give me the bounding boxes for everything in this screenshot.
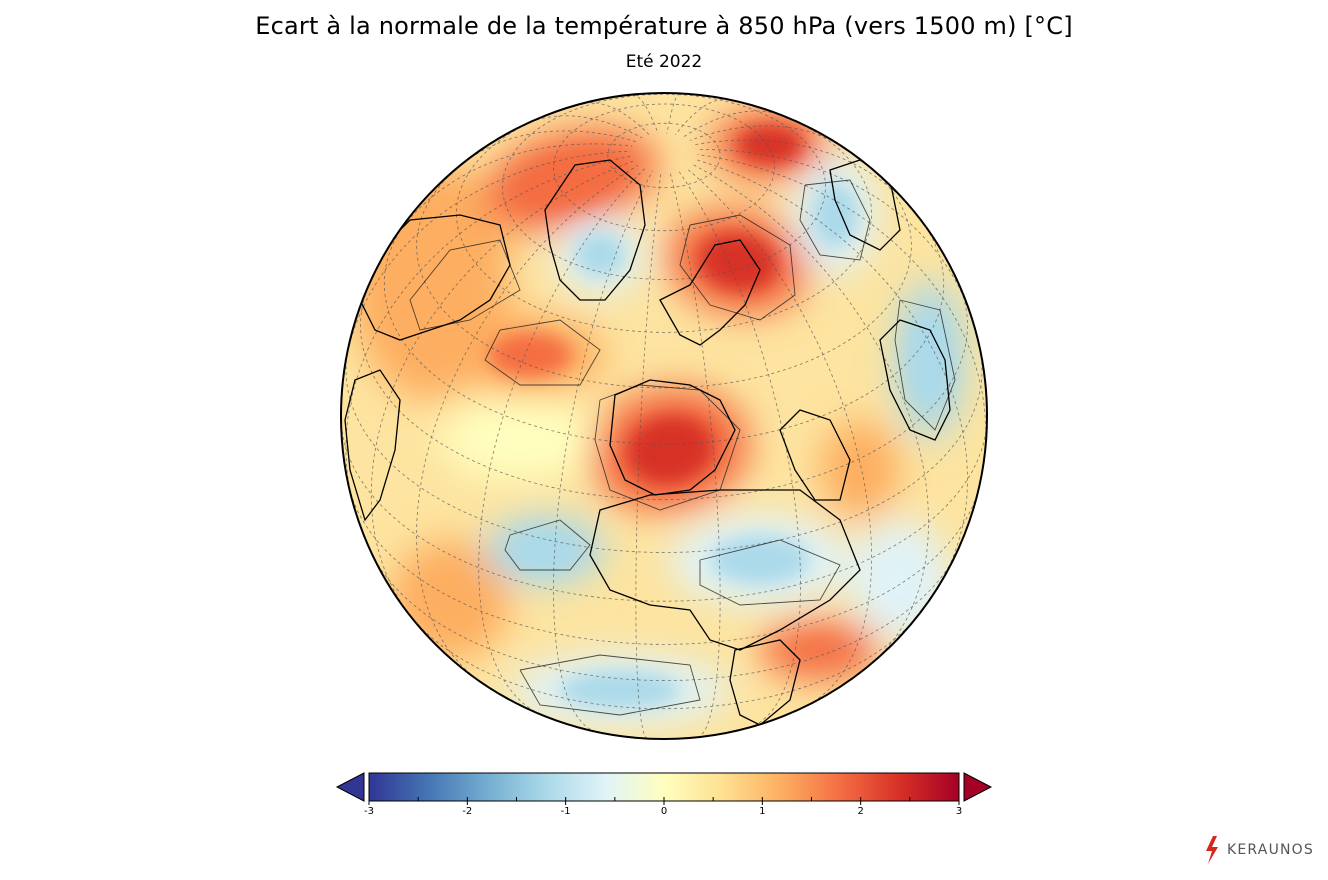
coastline — [544, 159, 646, 301]
colorbar-tick-label: 3 — [955, 806, 963, 817]
contour-line — [484, 319, 601, 386]
anomaly-region-core — [512, 530, 578, 570]
meridian-line — [370, 160, 634, 617]
meridian-line — [553, 170, 653, 733]
contour-line — [894, 299, 956, 431]
graticule-lines — [341, 93, 987, 739]
anomaly-region-core — [575, 233, 625, 277]
coastline — [609, 379, 736, 496]
lightning-bolt-icon — [1206, 836, 1218, 864]
meridian-line — [689, 125, 843, 147]
colorbar-tick-label: 1 — [759, 806, 766, 817]
meridian-line — [695, 159, 968, 590]
coastline — [879, 319, 951, 441]
contour-line — [679, 214, 796, 321]
anomaly-region-core — [811, 182, 859, 248]
meridian-line — [697, 154, 987, 460]
meridian-line — [694, 139, 913, 210]
colorbar-tick-label: 0 — [660, 806, 668, 817]
coastline — [659, 239, 761, 346]
coastline — [729, 639, 801, 726]
contour-line — [699, 539, 841, 606]
meridian-line — [583, 102, 650, 136]
colorbar-ticks — [368, 797, 960, 805]
parallel-line — [607, 122, 721, 188]
meridian-line — [345, 150, 631, 364]
keraunos-logo: KERAUNOS — [1203, 836, 1314, 864]
contour-line — [504, 519, 591, 571]
anomaly-region-core — [626, 415, 714, 485]
meridian-line — [697, 149, 973, 321]
meridian-line — [677, 170, 801, 729]
coastline — [589, 489, 861, 651]
coastlines — [344, 159, 951, 726]
anomaly-region-core — [910, 316, 950, 404]
meridian-line — [395, 143, 633, 237]
parallel-line — [350, 487, 980, 645]
meridian-line — [683, 110, 784, 138]
meridian-line — [416, 164, 639, 682]
parallel-line — [455, 114, 873, 333]
meridian-line — [461, 130, 637, 165]
contour-line — [799, 179, 871, 261]
meridian-line — [691, 163, 930, 663]
colorbar-tick-label: -2 — [462, 806, 473, 817]
anomaly-region-core — [488, 333, 572, 377]
anomaly-blob — [440, 400, 600, 480]
colorbar-tick-label: -3 — [364, 806, 374, 817]
parallel-line — [371, 554, 955, 682]
colorbar-tick-label: 2 — [857, 806, 864, 817]
parallel-line — [502, 93, 826, 280]
meridian-line — [675, 98, 729, 135]
coastline — [359, 214, 511, 341]
coastline — [344, 369, 401, 522]
anomaly-region-core — [737, 125, 803, 165]
coastline — [779, 409, 851, 501]
parallel-line — [383, 220, 945, 445]
meridian-line — [478, 168, 645, 715]
colorbar-min-arrow — [335, 772, 365, 802]
contour-line — [519, 654, 701, 716]
contour-line — [409, 239, 521, 331]
parallel-line — [360, 283, 968, 501]
anomaly-blob — [820, 420, 900, 520]
meridian-line — [524, 115, 643, 139]
colorbar-tick-label: -1 — [560, 806, 571, 817]
parallel-line — [410, 615, 916, 710]
parallel-line — [341, 419, 987, 602]
colorbar-max-arrow — [963, 772, 993, 802]
parallel-line — [345, 347, 983, 553]
map-subtitle: Eté 2022 — [625, 52, 703, 72]
meridian-line — [666, 93, 680, 134]
anomaly-core-field — [488, 125, 950, 710]
map-title: Ecart à la normale de la température à 8… — [255, 12, 1073, 40]
logo-text: KERAUNOS — [1227, 842, 1314, 858]
meridian-line — [632, 94, 659, 134]
globe-outline — [340, 92, 988, 740]
meridian-line — [345, 155, 631, 503]
anomaly-blob — [760, 620, 880, 680]
colorbar-gradient — [368, 772, 960, 802]
anomaly-region-core — [521, 151, 619, 209]
meridian-line — [685, 167, 873, 706]
